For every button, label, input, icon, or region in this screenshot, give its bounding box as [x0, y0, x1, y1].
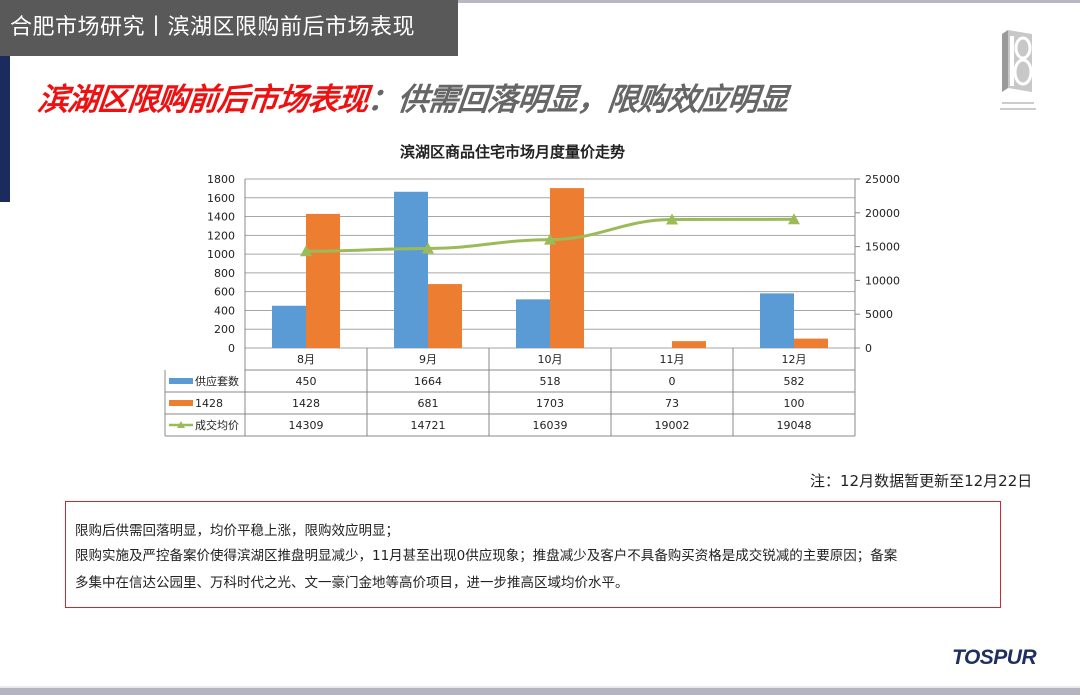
- brand-text: TOSPUR: [952, 646, 1037, 669]
- svg-text:14309: 14309: [289, 419, 324, 432]
- svg-text:9月: 9月: [419, 353, 437, 366]
- svg-text:400: 400: [214, 304, 235, 317]
- svg-text:200: 200: [214, 323, 235, 336]
- svg-text:19002: 19002: [655, 419, 690, 432]
- svg-text:10月: 10月: [538, 353, 563, 366]
- summary-line: 多集中在信达公园里、万科时代之光、文一豪门金地等高价项目，进一步推高区域均价水平…: [75, 575, 629, 591]
- svg-text:1664: 1664: [414, 375, 442, 388]
- svg-text:600: 600: [214, 286, 235, 299]
- bottom-border: [0, 688, 1080, 695]
- svg-text:16039: 16039: [533, 419, 568, 432]
- svg-text:1800: 1800: [207, 173, 235, 186]
- svg-text:成交均价: 成交均价: [195, 418, 239, 432]
- summary-line: 限购实施及严控备案价使得滨湖区推盘明显减少，11月甚至出现0供应现象；推盘减少及…: [75, 548, 898, 564]
- svg-text:0: 0: [228, 342, 235, 355]
- svg-text:800: 800: [214, 267, 235, 280]
- svg-text:8月: 8月: [297, 353, 315, 366]
- svg-text:12月: 12月: [782, 353, 807, 366]
- svg-text:11月: 11月: [660, 353, 685, 366]
- svg-text:19048: 19048: [777, 419, 812, 432]
- chart-title: 滨湖区商品住宅市场月度量价走势: [400, 143, 626, 161]
- svg-text:518: 518: [540, 375, 561, 388]
- svg-text:14721: 14721: [411, 419, 446, 432]
- section-tab: 合肥市场研究丨滨湖区限购前后市场表现: [0, 0, 458, 56]
- svg-text:582: 582: [784, 375, 805, 388]
- svg-text:1703: 1703: [536, 397, 564, 410]
- svg-text:供应套数: 供应套数: [195, 374, 239, 388]
- svg-text:1600: 1600: [207, 192, 235, 205]
- svg-text:0: 0: [669, 375, 676, 388]
- svg-text:1400: 1400: [207, 211, 235, 224]
- svg-text:20000: 20000: [865, 207, 900, 220]
- summary-line: 限购后供需回落明显，均价平稳上涨，限购效应明显；: [75, 523, 399, 539]
- 18-anniversary-logo-icon: [996, 28, 1040, 120]
- tospur-logo: TOSPUR: [952, 646, 1037, 670]
- svg-text:1000: 1000: [207, 248, 235, 261]
- svg-text:100: 100: [784, 397, 805, 410]
- svg-text:450: 450: [296, 375, 317, 388]
- svg-text:1428: 1428: [292, 397, 320, 410]
- svg-text:5000: 5000: [865, 308, 893, 321]
- svg-text:10000: 10000: [865, 274, 900, 287]
- top-border: [0, 0, 1080, 3]
- summary-box: 限购后供需回落明显，均价平稳上涨，限购效应明显； 限购实施及严控备案价使得滨湖区…: [65, 501, 1001, 608]
- svg-text:73: 73: [665, 397, 679, 410]
- svg-text:25000: 25000: [865, 173, 900, 186]
- svg-text:1200: 1200: [207, 229, 235, 242]
- data-note: 注：12月数据暂更新至12月22日: [810, 472, 1033, 490]
- svg-text:15000: 15000: [865, 241, 900, 254]
- bottom-border-light: [0, 686, 1080, 688]
- left-accent-bar: [0, 56, 10, 202]
- svg-text:1428: 1428: [195, 397, 223, 410]
- svg-text:681: 681: [418, 397, 439, 410]
- svg-text:0: 0: [865, 342, 872, 355]
